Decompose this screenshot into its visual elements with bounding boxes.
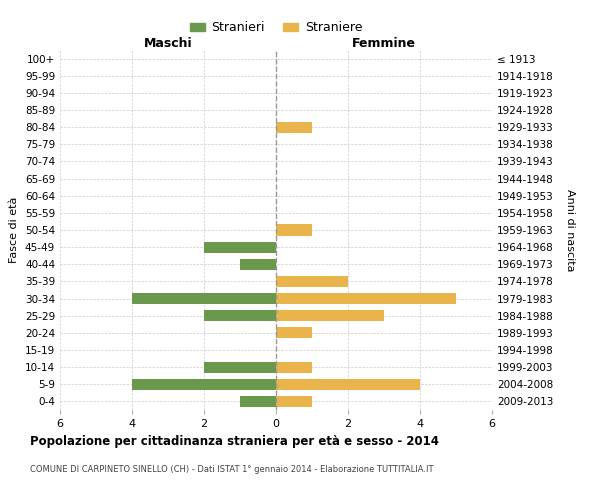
Bar [276,378,420,390]
Bar [276,224,312,235]
Bar [240,396,276,407]
Bar [276,122,312,132]
Text: Femmine: Femmine [352,37,416,50]
Bar [204,310,276,322]
Bar [132,293,276,304]
Bar [204,242,276,252]
Bar [132,378,276,390]
Text: COMUNE DI CARPINETO SINELLO (CH) - Dati ISTAT 1° gennaio 2014 - Elaborazione TUT: COMUNE DI CARPINETO SINELLO (CH) - Dati … [30,465,433,474]
Bar [276,328,312,338]
Text: Popolazione per cittadinanza straniera per età e sesso - 2014: Popolazione per cittadinanza straniera p… [30,435,439,448]
Bar [240,258,276,270]
Legend: Stranieri, Straniere: Stranieri, Straniere [185,16,367,40]
Bar [276,310,384,322]
Bar [276,396,312,407]
Y-axis label: Fasce di età: Fasce di età [10,197,19,263]
Bar [204,362,276,372]
Bar [276,293,456,304]
Bar [276,362,312,372]
Text: Maschi: Maschi [143,37,193,50]
Y-axis label: Anni di nascita: Anni di nascita [565,188,575,271]
Bar [276,276,348,287]
